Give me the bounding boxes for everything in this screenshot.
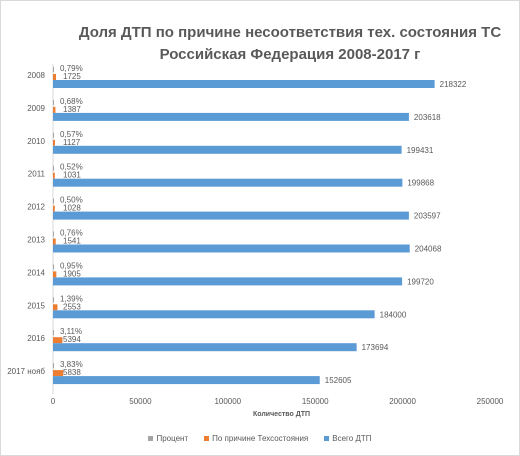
category-label: 2014 [27,268,45,277]
legend-label: Всего ДТП [332,434,372,443]
category-label: 2008 [27,71,45,80]
category-label: 2016 [27,334,45,343]
bar-total [53,343,357,352]
legend-label: Процент [156,434,189,443]
legend-item: Всего ДТП [324,434,372,443]
data-label-tech-condition: 1031 [63,171,81,180]
data-label-total: 173694 [362,343,389,352]
bar-total [53,145,402,154]
x-tick-label: 0 [51,397,56,406]
data-label-total: 218322 [440,80,467,89]
data-label-tech-condition: 1541 [63,237,81,246]
data-label-percent: 0,50% [60,196,83,205]
chart-title-line-1: Доля ДТП по причине несоответствия тех. … [78,24,502,41]
bar-total [53,112,409,121]
bar-tech-condition [53,74,57,80]
bar-percent [53,165,54,171]
data-label-tech-condition: 1127 [63,138,81,147]
bar-tech-condition [53,172,55,179]
bar-tech-condition [53,106,56,113]
data-label-total: 184000 [380,310,407,319]
data-label-tech-condition: 5394 [63,335,81,344]
category-label: 2009 [27,104,45,113]
data-label-tech-condition: 1905 [63,269,81,278]
bar-percent [53,330,54,336]
bar-total [53,376,320,385]
data-label-tech-condition: 1725 [63,72,81,81]
bar-total [53,244,410,253]
bar-percent [53,99,54,105]
x-tick-label: 250000 [477,397,504,406]
data-label-tech-condition: 2553 [63,302,81,311]
data-label-total: 152605 [325,376,352,385]
bar-total [53,310,375,319]
bar-total [53,277,403,286]
legend-swatch [204,436,210,442]
bar-total [53,80,435,88]
bar-percent [53,132,54,138]
bar-percent [53,198,54,204]
x-tick-label: 200000 [389,397,416,406]
bar-total [53,178,403,187]
data-label-total: 203618 [414,113,441,122]
data-label-tech-condition: 1028 [63,204,81,213]
data-label-tech-condition: 5838 [63,368,81,377]
legend-item: По причине Техсостояния [204,434,308,443]
bar-tech-condition [53,205,55,212]
x-tick-label: 50000 [129,397,152,406]
bar-percent [53,67,54,72]
data-label-tech-condition: 1387 [63,105,81,114]
data-label-percent: 3,83% [60,360,83,369]
data-label-total: 203597 [414,212,441,221]
x-tick-label: 150000 [302,397,329,406]
category-label: 2011 [28,170,46,179]
bar-tech-condition [53,370,64,377]
bar-total [53,211,409,220]
data-label-percent: 0,95% [60,261,83,270]
x-axis-title: Количество ДТП [253,411,310,418]
x-tick-label: 100000 [214,397,241,406]
data-label-percent: 0,57% [60,130,83,139]
data-label-percent: 0,76% [60,229,83,238]
bar-percent [53,264,54,270]
category-label: 2013 [27,236,45,245]
category-label: 2010 [27,137,45,146]
data-label-percent: 1,39% [60,294,83,303]
bar-chart: 2008 0,79%1725 218322 2009 0,68%1387 203618 20… [7,64,504,418]
legend-swatch [324,436,330,442]
data-label-percent: 3,11% [60,327,82,336]
bar-percent [53,363,54,369]
data-label-total: 199431 [407,146,434,155]
legend-item: Процент [148,434,188,443]
bar-tech-condition [53,139,55,146]
data-label-percent: 0,79% [60,64,83,73]
bar-tech-condition [53,304,58,311]
data-label-total: 199868 [407,179,434,188]
data-label-total: 204068 [415,245,442,254]
data-label-total: 199720 [407,277,434,286]
bar-tech-condition [53,271,57,278]
bar-percent [53,297,54,303]
bar-tech-condition [53,238,56,245]
chart-legend: Процент По причине Техсостояния Всего ДТП [0,434,520,443]
chart-title: Доля ДТП по причине несоответствия тех. … [60,22,520,66]
category-label: 2012 [27,203,45,212]
data-label-percent: 0,52% [60,163,83,172]
bar-tech-condition [53,337,63,344]
bar-percent [53,231,54,237]
legend-swatch [148,436,154,442]
chart-title-line-2: Российская Федерация 2008-2017 г [159,46,421,63]
legend-label: По причине Техсостояния [212,434,309,443]
category-label: 2015 [27,301,45,310]
category-label: 2017 нояб [7,367,45,376]
data-label-percent: 0,68% [60,97,83,106]
